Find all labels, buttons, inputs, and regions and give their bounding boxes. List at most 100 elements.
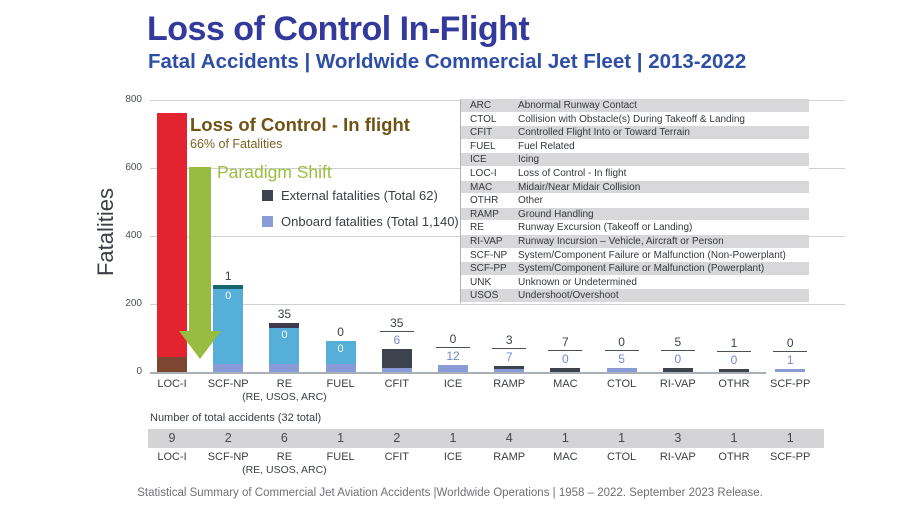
accident-label-FUEL: FUEL xyxy=(326,451,355,463)
bar-CFIT xyxy=(381,349,412,372)
bar-inner-label-RE: 0 xyxy=(281,329,288,341)
abbr-row-CFIT: CFIT Controlled Flight Into or Toward Ter… xyxy=(461,126,809,140)
accident-count-CTOL: 1 xyxy=(618,431,626,445)
x-label-CFIT: CFIT xyxy=(384,378,410,390)
accident-count-RI-VAP: 3 xyxy=(674,431,682,445)
bar-segment-SCF-NP-teal xyxy=(213,285,244,289)
bar-OTHR xyxy=(719,369,749,372)
abbr-desc-MAC: Midair/Near Midair Collision xyxy=(518,181,641,193)
abbr-key-UNK: UNK xyxy=(470,276,492,288)
bar-LOC-I xyxy=(157,113,187,372)
abbr-desc-LOC-I: Loss of Control - In flight xyxy=(518,167,627,179)
accident-label-SCF-NP: SCF-NP xyxy=(207,451,249,463)
accidents-count-band xyxy=(148,429,824,448)
y-tick-0: 0 xyxy=(136,366,142,377)
loc-i-annotation-title: Loss of Control - In flight xyxy=(190,114,410,135)
abbr-desc-SCF-PP: System/Component Failure or Malfunction … xyxy=(518,263,765,275)
footer-source-note: Statistical Summary of Commercial Jet Av… xyxy=(137,487,763,499)
abbr-desc-RAMP: Ground Handling xyxy=(518,208,594,220)
accident-label-OTHR: OTHR xyxy=(718,451,750,463)
accident-label-CFIT: CFIT xyxy=(384,451,410,463)
abbr-key-FUEL: FUEL xyxy=(470,140,496,152)
fraction-bottom-OTHR: 0 xyxy=(717,351,751,367)
bar-segment-RE-peri xyxy=(269,364,300,372)
y-tick-800: 800 xyxy=(125,94,142,105)
accident-count-ICE: 1 xyxy=(449,431,457,445)
fraction-top-ICE: 0 xyxy=(449,332,457,346)
occurrence-category-table: ARC Abnormal Runway Contact CTOL Collision … xyxy=(460,99,809,303)
abbr-desc-RE: Runway Excursion (Takeoff or Landing) xyxy=(518,222,693,234)
page-subtitle: Fatal Accidents | Worldwide Commercial J… xyxy=(148,50,747,73)
abbr-key-MAC: MAC xyxy=(470,181,493,193)
loc-i-annotation-subtitle: 66% of Fatalities xyxy=(190,137,283,151)
accident-label-RE: RE xyxy=(276,451,293,463)
bar-CTOL xyxy=(606,368,637,372)
paradigm-shift-arrow-head xyxy=(179,331,221,359)
x-label-SCF-PP: SCF-PP xyxy=(770,378,811,390)
bar-top-label-SCF-NP: 1 xyxy=(224,269,232,283)
fraction-top-MAC: 7 xyxy=(562,335,569,349)
fraction-bottom-RI-VAP: 0 xyxy=(660,350,695,366)
bar-segment-MAC-dark xyxy=(550,368,581,372)
fraction-top-OTHR: 1 xyxy=(730,336,738,350)
legend-item-1: Onboard fatalities (Total 1,140) xyxy=(262,214,459,229)
x-label-ICE: ICE xyxy=(443,378,463,390)
bar-segment-RE-sky xyxy=(269,328,300,364)
abbr-desc-OTHR: Other xyxy=(518,195,544,207)
x-label-RI-VAP: RI-VAP xyxy=(659,378,696,390)
accident-label-MAC: MAC xyxy=(553,451,578,463)
gridline-0 xyxy=(150,372,766,374)
abbr-key-ARC: ARC xyxy=(470,100,492,111)
abbr-desc-CTOL: Collision with Obstacle(s) During Takeof… xyxy=(518,113,745,125)
bar-inner-label-FUEL: 0 xyxy=(337,343,344,355)
x-label-CTOL: CTOL xyxy=(607,378,637,390)
bar-segment-FUEL-sky xyxy=(325,341,356,364)
accident-count-MAC: 1 xyxy=(561,431,569,445)
bar-top-label-FUEL: 0 xyxy=(337,325,344,339)
page-title: Loss of Control In-Flight xyxy=(147,10,530,48)
abbr-row-ICE: ICE Icing xyxy=(461,153,809,167)
abbr-row-UNK: UNK Unknown or Undetermined xyxy=(461,276,809,290)
bar-SCF-NP xyxy=(213,285,244,372)
x-sub-label-RE: (RE, USOS, ARC) xyxy=(242,391,327,403)
bar-RI-VAP xyxy=(662,368,693,372)
bar-top-label-RE: 35 xyxy=(277,307,292,321)
fraction-bottom-ICE: 12 xyxy=(436,347,470,363)
paradigm-shift-arrow-shaft xyxy=(189,167,211,332)
abbr-row-SCF-NP: SCF-NP System/Component Failure or Malfun… xyxy=(461,249,809,263)
accident-label-CTOL: CTOL xyxy=(607,451,637,463)
chart-legend: External fatalities (Total 62) Onboard fa… xyxy=(262,188,459,240)
accident-label-RAMP: RAMP xyxy=(493,451,526,463)
bar-segment-FUEL-peri xyxy=(325,364,356,372)
paradigm-shift-label: Paradigm Shift xyxy=(217,162,332,182)
x-label-MAC: MAC xyxy=(553,378,578,390)
accident-count-RAMP: 4 xyxy=(505,431,513,445)
bar-segment-RI-VAP-dark xyxy=(662,368,693,372)
y-tick-200: 200 xyxy=(125,298,142,309)
accident-count-SCF-NP: 2 xyxy=(224,431,232,445)
bar-SCF-PP xyxy=(775,369,806,372)
abbr-desc-SCF-NP: System/Component Failure or Malfunction … xyxy=(518,249,786,261)
accident-label-LOC-I: LOC-I xyxy=(157,451,187,463)
accident-count-CFIT: 2 xyxy=(393,431,401,445)
fraction-top-CFIT: 35 xyxy=(390,316,404,330)
abbr-desc-RI-VAP: Runway Incursion – Vehicle, Aircraft or … xyxy=(518,235,724,247)
bar-segment-CFIT-dark xyxy=(381,349,412,368)
fraction-bottom-RAMP: 7 xyxy=(492,348,527,364)
accident-label-RI-VAP: RI-VAP xyxy=(659,451,696,463)
fraction-bottom-MAC: 0 xyxy=(548,350,583,366)
abbr-key-SCF-NP: SCF-NP xyxy=(470,249,508,261)
abbr-row-ARC: ARC Abnormal Runway Contact xyxy=(461,99,809,113)
abbr-row-RE: RE Runway Excursion (Takeoff or Landing) xyxy=(461,221,809,235)
y-tick-600: 600 xyxy=(125,162,142,173)
bar-segment-RAMP-dark xyxy=(494,366,525,369)
abbr-row-MAC: MAC Midair/Near Midair Collision xyxy=(461,180,809,195)
fraction-bottom-CFIT: 6 xyxy=(379,331,414,347)
legend-item-0: External fatalities (Total 62) xyxy=(262,188,459,203)
abbr-desc-FUEL: Fuel Related xyxy=(518,140,575,152)
